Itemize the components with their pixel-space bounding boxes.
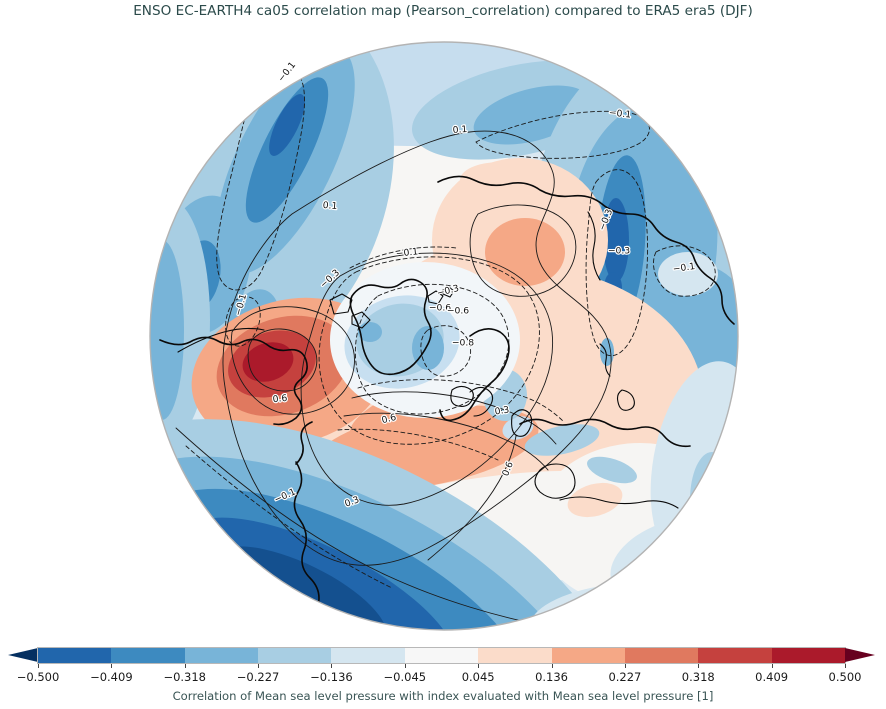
colorbar-tick-label: −0.136 — [310, 670, 353, 684]
map-boundary-circle — [149, 41, 739, 631]
contour-label: −0.6 — [447, 306, 469, 317]
colorbar-tick-mark — [551, 664, 553, 668]
contour-lines — [175, 68, 716, 629]
colorbar-segment — [551, 648, 625, 663]
colorbar-tick-label: 0.409 — [755, 670, 789, 684]
colorbar-segment — [38, 648, 112, 663]
colorbar-tick-mark — [624, 664, 626, 668]
caspian-black-sea-coast — [599, 343, 635, 411]
contour-label: 0.3 — [494, 405, 510, 418]
map-area: −0.1 0.1 0.1 −0.1 −0.1 −0.3 −0.3 −0.1 −0.1 −0.3 −0… — [149, 41, 739, 631]
colorbar-tick-mark — [698, 664, 700, 668]
colorbar-tick-label: 0.136 — [535, 670, 568, 684]
colorbar-caption: Correlation of Mean sea level pressure w… — [172, 689, 714, 703]
contour-label: −0.3 — [608, 246, 630, 257]
contour-label: −0.1 — [395, 246, 418, 259]
mediterranean-south-coast — [559, 496, 679, 509]
colorbar-tick-label: −0.500 — [16, 670, 60, 684]
contour-label: −0.1 — [672, 261, 696, 275]
greenland-coast — [349, 278, 432, 376]
colorbar-segment — [624, 648, 699, 663]
novaya-zemlya-coast — [587, 211, 601, 281]
colorbar-tick-label: −0.318 — [163, 670, 206, 684]
alaska-coast — [159, 336, 308, 426]
british-isles-coast — [511, 409, 533, 437]
colorbar-under-arrow — [8, 648, 38, 662]
fill-shading-layer — [150, 42, 738, 630]
colorbar-segment — [478, 648, 552, 663]
contour-label: −0.1 — [608, 107, 631, 120]
iceland-coast — [450, 385, 474, 407]
colorbar-tick-label: 0.318 — [681, 670, 715, 684]
contour-label: 0.1 — [322, 200, 338, 212]
colorbar-tick-label: 0.045 — [461, 670, 495, 684]
colorbar-tick-label: 0.227 — [608, 670, 642, 684]
contour-label: 0.1 — [452, 124, 467, 136]
central-arctic-patch — [330, 262, 520, 418]
colorbar-over-arrow — [845, 648, 875, 662]
scandinavia-coast — [439, 328, 510, 422]
colorbar-tick-label: −0.227 — [236, 670, 280, 684]
polar-map-svg: −0.10.10.1−0.1−0.1−0.3−0.3−0.1−0.1−0.3−0… — [149, 41, 739, 631]
figure-title: ENSO EC-EARTH4 ca05 correlation map (Pea… — [133, 3, 753, 19]
contour-label: −0.6 — [429, 303, 451, 314]
colorbar-segment — [331, 648, 405, 663]
contour-label: −0.8 — [452, 338, 474, 349]
colorbar-segments — [37, 647, 846, 664]
baltic-coast — [469, 386, 494, 417]
colorbar-tick-mark — [478, 664, 480, 668]
colorbar-tick-label: 0.500 — [828, 670, 862, 684]
arctic-islands — [329, 293, 371, 329]
colorbar-segment — [771, 648, 845, 663]
colorbar: −0.500 −0.409 −0.318 −0.227 −0.136 −0.045 0.04… — [0, 644, 886, 690]
colorbar-tick-label: −0.045 — [383, 670, 427, 684]
eurasia-arctic-coast — [437, 175, 735, 325]
contour-label: −0.1 — [276, 60, 298, 84]
colorbar-tick-label: −0.409 — [90, 670, 133, 684]
contour-label: 0.6 — [272, 393, 288, 405]
aleutian-arc — [177, 327, 265, 353]
europe-coast — [519, 418, 691, 448]
colorbar-segment — [184, 648, 259, 663]
colorbar-tick-mark — [184, 664, 186, 668]
contour-label: 0.6 — [381, 412, 398, 426]
colorbar-segment — [404, 648, 479, 663]
svalbard-coast — [427, 286, 455, 305]
colorbar-segment — [258, 648, 332, 663]
colorbar-tick-mark — [258, 664, 260, 668]
colorbar-segment — [698, 648, 772, 663]
colorbar-tick-mark — [771, 664, 773, 668]
colorbar-tick-mark — [404, 664, 406, 668]
colorbar-tick-mark — [111, 664, 113, 668]
colorbar-tick-mark — [845, 664, 846, 668]
iberia-coast — [534, 463, 576, 499]
colorbar-tick-mark — [38, 664, 39, 668]
colorbar-segment — [111, 648, 185, 663]
colorbar-tick-mark — [331, 664, 333, 668]
